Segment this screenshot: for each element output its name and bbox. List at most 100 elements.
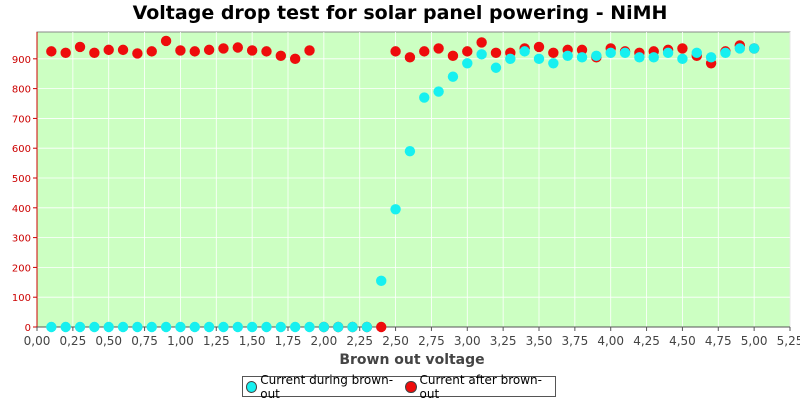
point-after-brownout [533,41,545,53]
point-during-brownout [404,145,416,157]
x-axis-label: Brown out voltage [339,352,485,368]
point-after-brownout [89,47,100,59]
point-after-brownout [117,44,129,56]
y-tick-label: 200 [12,263,31,274]
point-during-brownout [232,321,243,333]
point-during-brownout [505,53,516,65]
x-tick-label: 2,25 [346,334,373,348]
point-during-brownout [605,47,616,59]
y-tick-label: 0 [25,323,31,334]
point-during-brownout [447,71,459,82]
x-tick-label: 2,75 [418,334,445,348]
legend-swatch-cyan-icon [246,380,258,393]
legend-label-during: Current during brown-out [260,372,394,401]
point-after-brownout [246,45,258,56]
x-tick-label: 0,25 [59,334,86,348]
chart-title: Voltage drop test for solar panel poweri… [132,2,668,24]
point-during-brownout [476,49,487,60]
point-after-brownout [304,45,315,56]
point-during-brownout [390,204,401,215]
point-during-brownout [175,321,186,333]
x-tick-label: 4,50 [669,334,696,348]
point-during-brownout [132,321,143,333]
point-after-brownout [218,43,229,54]
point-after-brownout [404,52,416,63]
point-after-brownout [74,41,86,53]
point-after-brownout [203,44,215,56]
y-tick-label: 400 [12,204,31,215]
point-during-brownout [591,50,602,62]
point-during-brownout [246,321,258,333]
point-during-brownout [548,58,559,69]
y-tick-label: 900 [12,55,31,66]
point-during-brownout [333,321,344,333]
point-during-brownout [46,321,57,333]
point-during-brownout [419,92,430,103]
point-after-brownout [189,46,200,57]
point-during-brownout [261,321,272,333]
point-after-brownout [462,46,473,57]
point-during-brownout [562,50,573,62]
point-during-brownout [146,321,157,333]
point-during-brownout [634,52,645,63]
point-during-brownout [361,321,373,333]
point-after-brownout [46,46,57,57]
legend-item-after: Current after brown-out [405,373,551,401]
point-after-brownout [132,48,143,59]
point-during-brownout [576,52,588,63]
point-during-brownout [748,43,760,54]
x-tick-label: 0,75 [131,334,158,348]
point-after-brownout [232,42,243,53]
point-during-brownout [490,62,502,73]
point-during-brownout [347,321,358,333]
point-after-brownout [289,53,301,65]
plot-background [36,31,791,328]
point-during-brownout [318,321,330,333]
x-tick-label: 0,50 [95,334,122,348]
point-during-brownout [160,321,172,333]
point-during-brownout [533,53,545,65]
point-after-brownout [60,47,71,59]
x-tick-label: 4,25 [633,334,660,348]
point-during-brownout [103,321,114,333]
point-during-brownout [60,321,71,333]
x-tick-label: 3,25 [490,334,517,348]
x-tick-label: 1,50 [239,334,266,348]
legend-label-after: Current after brown-out [419,372,542,401]
point-during-brownout [74,321,86,333]
point-after-brownout [390,46,401,57]
point-after-brownout [103,44,114,56]
point-during-brownout [677,53,688,65]
x-tick-label: 4,75 [705,334,732,348]
point-after-brownout [476,37,487,48]
y-tick-label: 500 [12,174,31,185]
y-tick-label: 700 [12,114,31,125]
point-during-brownout [376,275,387,287]
x-tick-label: 1,75 [275,334,302,348]
x-tick-label: 5,25 [777,334,800,348]
x-tick-label: 1,25 [203,334,230,348]
point-during-brownout [218,321,229,333]
point-during-brownout [275,321,287,333]
point-during-brownout [720,47,731,59]
x-tick-label: 4,00 [597,334,624,348]
x-tick-label: 3,50 [526,334,553,348]
point-during-brownout [189,321,200,333]
point-during-brownout [691,47,702,59]
point-after-brownout [447,50,459,62]
point-after-brownout [376,321,387,333]
point-during-brownout [304,321,315,333]
point-during-brownout [289,321,301,333]
point-after-brownout [677,43,688,54]
point-during-brownout [519,46,530,57]
point-after-brownout [275,50,287,62]
point-after-brownout [548,47,559,59]
point-after-brownout [261,46,272,57]
point-during-brownout [734,43,745,54]
point-during-brownout [619,47,631,59]
legend-item-during: Current during brown-out [246,373,401,401]
point-during-brownout [89,321,100,333]
x-tick-label: 3,75 [561,334,588,348]
